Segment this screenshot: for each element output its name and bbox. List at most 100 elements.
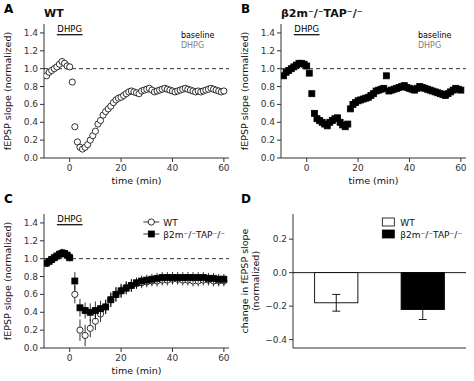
- legend-label: WT: [400, 218, 415, 228]
- y-tick-label: 0.0: [24, 153, 39, 163]
- point: [82, 332, 88, 338]
- legend-label: β2m⁻/⁻TAP⁻/⁻: [400, 230, 462, 240]
- x-tick-label: 20: [115, 353, 127, 363]
- point: [67, 255, 73, 261]
- panel: 0.00.20.40.60.81.01.21.40204060time (min…: [2, 2, 230, 186]
- x-tick: [223, 348, 224, 352]
- panel-label: B: [241, 2, 250, 16]
- y-tick: [289, 339, 293, 340]
- panel: −0.4 −0.2 0.0 0.2 change in fEPSP slope(norm…: [239, 192, 466, 348]
- legend-swatch: [382, 230, 394, 238]
- x-tick: [69, 158, 70, 162]
- y-tick-label: 1.2: [24, 236, 38, 246]
- error-bar-cap: [419, 319, 427, 320]
- y-tick-label: 0.4: [24, 307, 39, 317]
- y-tick: [277, 122, 281, 123]
- point: [103, 304, 109, 310]
- y-tick-label: 1.4: [261, 28, 276, 38]
- point: [103, 304, 109, 310]
- point: [92, 128, 98, 134]
- y-axis-label-line: change in fEPSP slope: [239, 228, 250, 333]
- x-axis-line: [44, 158, 229, 159]
- legend: WT β2m⁻/⁻TAP⁻/⁻: [382, 218, 462, 240]
- point: [87, 325, 93, 331]
- panel: 0.00.20.40.60.81.01.21.40204060time (min…: [2, 192, 230, 376]
- y-tick: [40, 68, 44, 69]
- x-tick-label: 40: [404, 163, 416, 173]
- y-tick-label: 0.0: [273, 268, 288, 278]
- y-tick: [40, 258, 44, 259]
- point: [221, 88, 227, 94]
- x-tick: [358, 158, 359, 162]
- y-tick-label: 0.6: [261, 99, 276, 109]
- error-bar-cap: [332, 311, 340, 312]
- y-axis-label-line: (normalized): [250, 251, 261, 311]
- range-bar: [57, 224, 83, 225]
- y-tick: [289, 239, 293, 240]
- y-tick: [40, 104, 44, 105]
- x-tick-label: 0: [67, 353, 73, 363]
- error-bar-stem: [422, 299, 423, 319]
- y-tick-label: 1.2: [261, 46, 275, 56]
- y-tick-label: 0.6: [24, 99, 39, 109]
- x-tick-label: 40: [167, 163, 179, 173]
- y-tick-label: −0.2: [265, 301, 287, 311]
- y-tick: [40, 86, 44, 87]
- x-tick-label: 60: [455, 163, 467, 173]
- x-tick: [121, 348, 122, 352]
- inset-label: baseline: [418, 31, 452, 40]
- panel-label: A: [4, 2, 14, 16]
- point: [383, 73, 389, 79]
- legend-marker: [148, 231, 154, 237]
- y-tick: [277, 140, 281, 141]
- plot-area: [293, 273, 466, 320]
- point: [345, 121, 351, 127]
- y-tick: [40, 240, 44, 241]
- y-tick-label: 0.2: [273, 234, 287, 244]
- y-axis-label-line: fEPSP slope (normalized): [239, 32, 250, 150]
- inset-label: DHPG: [418, 41, 441, 50]
- y-tick-label: 0.0: [24, 343, 39, 353]
- figure: 0.0 0.2 0.4 0.6 0.8 1.0 1.2 1.4 0 20 40 60 time (min…: [0, 0, 474, 381]
- x-axis-label: time (min): [112, 365, 162, 376]
- y-axis-label: change in fEPSP slope(normalized): [239, 228, 261, 333]
- range-bar-label: DHPG: [57, 24, 82, 34]
- y-axis-line: [281, 24, 282, 158]
- range-bar-label: DHPG: [57, 214, 82, 224]
- y-axis-label-line: fEPSP slope (normalized): [2, 32, 13, 150]
- point: [72, 278, 78, 284]
- y-axis-label: fEPSP slope (normalized): [239, 32, 250, 150]
- inset-label: DHPG: [181, 41, 204, 50]
- y-axis-label: fEPSP slope (normalized): [2, 32, 13, 150]
- point: [306, 70, 312, 76]
- y-tick: [277, 86, 281, 87]
- y-tick-label: 1.2: [24, 46, 38, 56]
- y-tick-label: 0.8: [24, 272, 39, 282]
- y-tick: [289, 306, 293, 307]
- x-tick: [172, 158, 173, 162]
- x-tick-label: 40: [167, 353, 179, 363]
- plot-area: [44, 249, 229, 346]
- y-tick: [289, 272, 293, 273]
- point: [67, 64, 73, 70]
- x-tick: [172, 348, 173, 352]
- panel-label: D: [241, 192, 251, 206]
- x-tick: [409, 158, 410, 162]
- x-tick: [460, 158, 461, 162]
- y-tick: [40, 294, 44, 295]
- panel: 0.00.20.40.60.81.01.21.40204060time (min…: [239, 2, 467, 186]
- range-bar-label: DHPG: [294, 24, 319, 34]
- y-tick-label: 1.0: [24, 254, 39, 264]
- title: WT: [44, 7, 64, 20]
- y-tick: [40, 222, 44, 223]
- y-tick: [277, 50, 281, 51]
- y-axis-label-line: fEPSP slope (normalized): [2, 222, 13, 340]
- y-tick: [40, 312, 44, 313]
- y-tick: [40, 50, 44, 51]
- y-tick-label: −0.4: [265, 335, 287, 345]
- point: [309, 91, 315, 97]
- x-axis-line: [44, 348, 229, 349]
- y-tick-label: 1.4: [24, 28, 39, 38]
- y-axis-line: [44, 24, 45, 158]
- y-tick-label: 1.4: [24, 218, 39, 228]
